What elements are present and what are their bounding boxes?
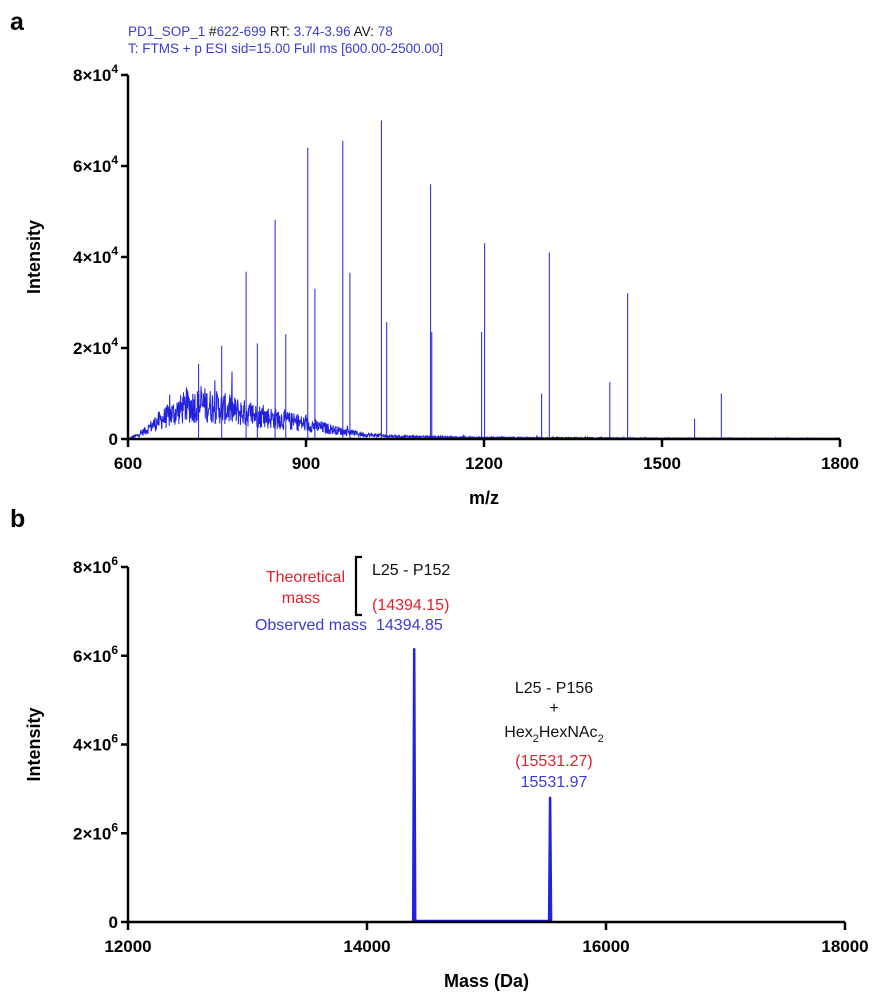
theoretical-label-line2: mass — [282, 590, 320, 607]
peak1-observed-mass: 14394.85 — [376, 617, 443, 634]
chart-b-xlabel: Mass (Da) — [444, 971, 529, 991]
panel-a-header-line1: PD1_SOP_1 #622-699 RT: 3.74-3.96 AV: 78 — [128, 24, 393, 39]
chart-b-y-tick-label: 2×106 — [73, 820, 118, 843]
theoretical-label-line1: Theoretical — [266, 569, 345, 586]
header-rt: 3.74-3.96 — [294, 24, 351, 39]
chart-b-x-tick-label: 16000 — [582, 937, 629, 956]
chart-b-x-tick-label: 12000 — [104, 937, 151, 956]
peak2-label: L25 - P156 — [515, 680, 593, 697]
chart-a-x-tick-label: 900 — [292, 454, 320, 473]
header-av-label: AV: — [351, 24, 378, 39]
peak2-plus: + — [549, 700, 558, 717]
chart-b-x-tick-label: 14000 — [343, 937, 390, 956]
panel-a-header-line2: T: FTMS + p ESI sid=15.00 Full ms [600.0… — [128, 41, 443, 56]
chart-b: 0 2×106 4×106 6×106 8×106 12000 14000 16000 1800… — [24, 554, 869, 991]
glycan-hex: Hex — [504, 724, 532, 741]
panel-b-letter: b — [10, 505, 25, 533]
chart-b-y-tick-label: 4×106 — [73, 732, 118, 755]
header-rt-label: RT: — [266, 24, 294, 39]
chart-a-axes: 0 2×104 4×104 6×104 8×104 600 900 1200 1500 1800 — [73, 62, 859, 473]
chart-b-axes: 0 2×106 4×106 6×106 8×106 12000 14000 16000 1800… — [73, 554, 869, 956]
chart-b-y-tick-label: 6×106 — [73, 643, 118, 666]
chart-a-x-tick-label: 1800 — [821, 454, 859, 473]
glycan-hexnac: HexNAc — [539, 724, 598, 741]
chart-a-xlabel: m/z — [469, 488, 499, 508]
chart-b-y-tick-label: 8×106 — [73, 554, 118, 577]
chart-a-y-tick-label: 6×104 — [73, 153, 118, 176]
chart-a-x-tick-label: 1200 — [465, 454, 503, 473]
chart-b-y-tick-label: 0 — [109, 913, 118, 932]
header-file: PD1_SOP_1 — [128, 24, 205, 39]
glycan-hex-count: 2 — [533, 733, 539, 745]
chart-a-y-tick-label: 0 — [109, 430, 118, 449]
chart-a-spectrum-trace — [127, 120, 840, 441]
chart-a-x-tick-label: 1500 — [643, 454, 681, 473]
peak1-theoretical-mass: (14394.15) — [372, 597, 449, 614]
peak2-glycan: Hex2HexNAc2 — [504, 724, 603, 745]
chart-a-y-tick-label: 4×104 — [73, 244, 118, 267]
chart-a-x-tick-label: 600 — [114, 454, 142, 473]
chart-b-x-tick-label: 18000 — [821, 937, 868, 956]
header-scans: 622-699 — [217, 24, 267, 39]
panel-a-letter: a — [10, 8, 25, 36]
peak2-theoretical-mass: (15531.27) — [515, 753, 592, 770]
chart-b-ylabel: Intensity — [24, 707, 44, 781]
chart-a-ylabel: Intensity — [24, 220, 44, 294]
peak2-observed-mass: 15531.97 — [521, 774, 588, 791]
glycan-hexnac-count: 2 — [598, 733, 604, 745]
annotation-bracket — [354, 555, 362, 617]
peak1-label: L25 - P152 — [372, 562, 450, 579]
observed-mass-label: Observed mass — [255, 617, 367, 634]
header-av: 78 — [378, 24, 393, 39]
chart-a-y-tick-label: 8×104 — [73, 62, 118, 85]
header-hash: # — [205, 24, 217, 39]
chart-a-y-tick-label: 2×104 — [73, 335, 118, 358]
